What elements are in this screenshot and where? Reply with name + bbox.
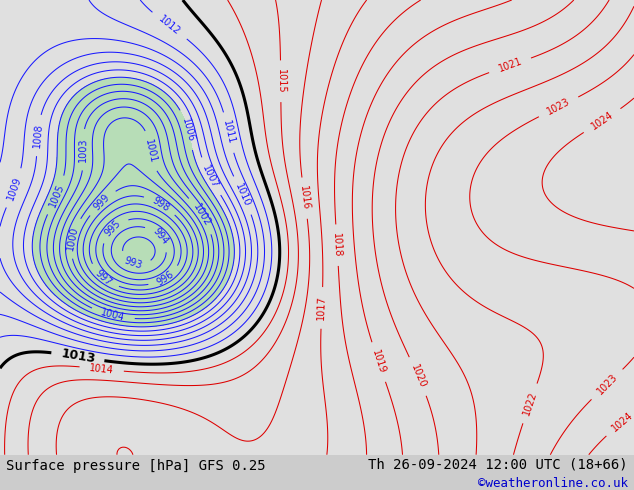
Text: 995: 995 bbox=[103, 219, 123, 239]
Text: 998: 998 bbox=[150, 195, 171, 214]
Text: 1020: 1020 bbox=[409, 363, 427, 390]
Text: 1021: 1021 bbox=[497, 56, 523, 74]
Text: 1011: 1011 bbox=[221, 120, 236, 146]
Text: ©weatheronline.co.uk: ©weatheronline.co.uk bbox=[477, 477, 628, 490]
Text: 1005: 1005 bbox=[47, 182, 66, 209]
Text: 1024: 1024 bbox=[589, 110, 615, 132]
Text: 999: 999 bbox=[92, 193, 112, 213]
Text: 994: 994 bbox=[150, 226, 170, 247]
Text: 1014: 1014 bbox=[89, 363, 114, 375]
Text: 1023: 1023 bbox=[545, 97, 572, 117]
Text: 997: 997 bbox=[93, 268, 113, 287]
Text: 1023: 1023 bbox=[595, 372, 619, 396]
Text: 1017: 1017 bbox=[316, 295, 327, 320]
Text: 1024: 1024 bbox=[611, 410, 634, 434]
Text: 1010: 1010 bbox=[233, 182, 252, 209]
Text: 1015: 1015 bbox=[276, 69, 286, 94]
Text: 1016: 1016 bbox=[298, 185, 311, 211]
Text: 1018: 1018 bbox=[332, 233, 343, 258]
Text: 993: 993 bbox=[123, 256, 144, 271]
Text: 1008: 1008 bbox=[32, 123, 44, 148]
Text: 1001: 1001 bbox=[143, 138, 158, 164]
Text: 1004: 1004 bbox=[100, 307, 126, 323]
Text: 1019: 1019 bbox=[370, 349, 387, 375]
Text: 1000: 1000 bbox=[65, 225, 80, 251]
Text: 996: 996 bbox=[155, 269, 176, 288]
Text: 1009: 1009 bbox=[6, 175, 23, 201]
Text: Th 26-09-2024 12:00 UTC (18+66): Th 26-09-2024 12:00 UTC (18+66) bbox=[368, 458, 628, 471]
Text: 1012: 1012 bbox=[157, 14, 182, 37]
Text: Surface pressure [hPa] GFS 0.25: Surface pressure [hPa] GFS 0.25 bbox=[6, 459, 266, 473]
Text: 1006: 1006 bbox=[179, 117, 196, 143]
Text: 1013: 1013 bbox=[60, 347, 96, 366]
Text: 1003: 1003 bbox=[78, 137, 88, 162]
Text: 1002: 1002 bbox=[191, 202, 212, 228]
Text: 1022: 1022 bbox=[521, 390, 538, 416]
Text: 1007: 1007 bbox=[200, 164, 220, 190]
